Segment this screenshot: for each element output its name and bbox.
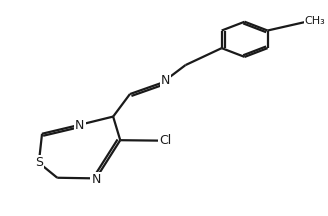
Text: S: S: [35, 156, 43, 169]
Text: N: N: [161, 74, 170, 87]
Text: N: N: [91, 173, 101, 186]
Text: N: N: [75, 119, 85, 132]
Text: Cl: Cl: [159, 134, 172, 147]
Text: CH₃: CH₃: [305, 16, 325, 26]
